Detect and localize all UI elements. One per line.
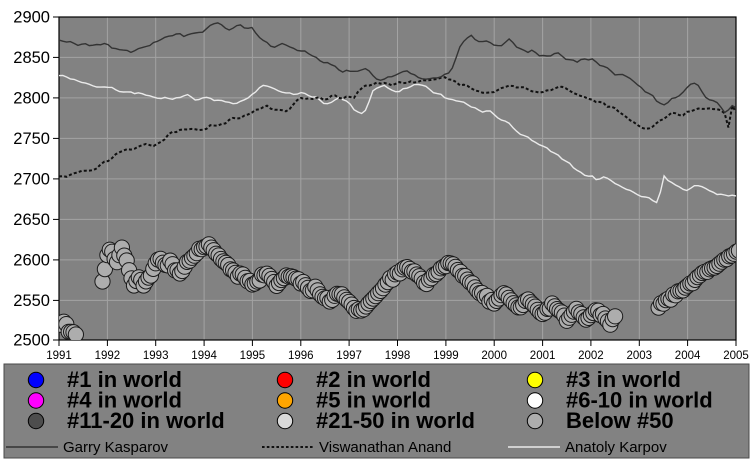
- svg-text:1995: 1995: [240, 350, 266, 362]
- svg-text:2800: 2800: [13, 89, 50, 107]
- svg-text:1993: 1993: [143, 350, 169, 362]
- svg-text:1999: 1999: [433, 350, 459, 362]
- svg-text:Anatoly Karpov: Anatoly Karpov: [565, 439, 667, 456]
- svg-text:2750: 2750: [13, 130, 50, 148]
- svg-text:1997: 1997: [336, 350, 362, 362]
- svg-text:1991: 1991: [46, 350, 72, 362]
- svg-text:2550: 2550: [13, 292, 50, 310]
- svg-text:2650: 2650: [13, 211, 50, 229]
- svg-text:2850: 2850: [13, 49, 50, 67]
- svg-text:#11-20 in world: #11-20 in world: [67, 408, 225, 433]
- svg-text:Viswanathan Anand: Viswanathan Anand: [319, 439, 451, 456]
- svg-text:2000: 2000: [481, 350, 507, 362]
- svg-text:2700: 2700: [13, 170, 50, 188]
- svg-text:1996: 1996: [288, 350, 314, 362]
- svg-text:2003: 2003: [627, 350, 653, 362]
- svg-text:2005: 2005: [723, 350, 749, 362]
- svg-text:2004: 2004: [675, 350, 701, 362]
- svg-text:2001: 2001: [530, 350, 556, 362]
- svg-text:Garry Kasparov: Garry Kasparov: [63, 439, 169, 456]
- svg-text:2500: 2500: [13, 332, 50, 350]
- svg-text:1998: 1998: [385, 350, 411, 362]
- svg-text:2002: 2002: [578, 350, 604, 362]
- svg-text:Below #50: Below #50: [566, 408, 674, 433]
- svg-text:1992: 1992: [95, 350, 121, 362]
- svg-text:1994: 1994: [191, 350, 217, 362]
- svg-text:2600: 2600: [13, 251, 50, 269]
- svg-text:#21-50 in world: #21-50 in world: [316, 408, 475, 433]
- svg-text:2900: 2900: [13, 9, 50, 27]
